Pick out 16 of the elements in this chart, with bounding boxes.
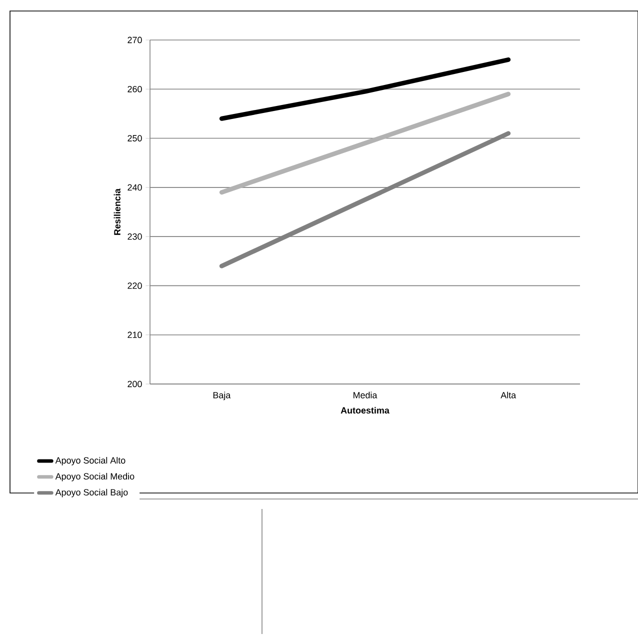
y-tick-label: 220 <box>128 282 142 289</box>
y-tick-label: 240 <box>128 184 142 191</box>
y-axis-title: Resiliencia <box>114 188 120 235</box>
y-tick-label: 250 <box>128 135 142 142</box>
x-tick-label: Media <box>354 392 378 398</box>
legend-label: Apoyo Social Alto <box>55 456 126 466</box>
legend-label: Apoyo Social Medio <box>55 472 134 482</box>
x-axis-title: Autoestima <box>340 406 390 414</box>
y-tick-label: 260 <box>128 86 142 92</box>
x-tick-label: Alta <box>500 392 516 398</box>
y-tick-label: 230 <box>128 233 142 240</box>
legend-label: Apoyo Social Bajo <box>55 488 128 498</box>
x-tick-label: Baja <box>213 392 231 400</box>
y-tick-label: 210 <box>128 332 142 338</box>
y-tick-label: 270 <box>128 36 142 44</box>
y-tick-label: 200 <box>128 380 142 388</box>
